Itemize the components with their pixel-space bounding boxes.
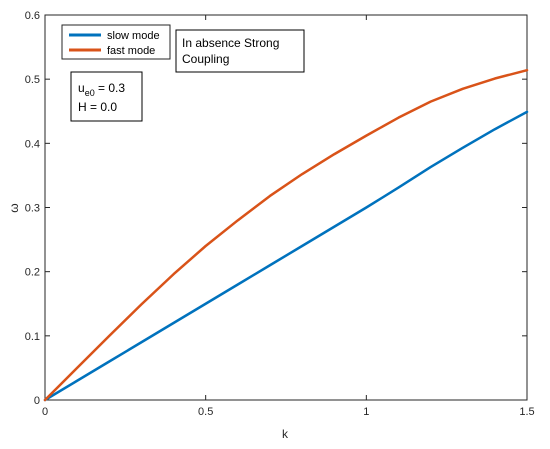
parameter-annotation: ue0 = 0.3 H = 0.0 xyxy=(70,71,143,122)
y-axis-label: ω xyxy=(7,203,21,212)
series-lines xyxy=(43,68,529,402)
legend-label-slow-mode: slow mode xyxy=(107,30,160,42)
title-annotation-line1: In absence Strong xyxy=(182,36,279,50)
x-axis-label: k xyxy=(282,427,289,441)
title-annotation: In absence Strong Coupling xyxy=(175,29,305,73)
y-tick-label: 0.3 xyxy=(25,203,40,215)
title-annotation-line2: Coupling xyxy=(182,52,229,66)
y-tick-label: 0.1 xyxy=(25,331,40,343)
parameter-u-subscript: e0 xyxy=(85,88,95,98)
x-tick-label: 1.5 xyxy=(519,406,534,418)
x-tick-label: 0.5 xyxy=(198,406,213,418)
y-tick-label: 0.6 xyxy=(25,10,40,22)
y-tick-label: 0 xyxy=(34,395,40,407)
y-axis: 0 0.1 0.2 0.3 0.4 0.5 0.6 xyxy=(25,10,527,407)
x-tick-label: 1 xyxy=(363,406,369,418)
series-line-fast-mode xyxy=(43,68,529,402)
legend: slow mode fast mode xyxy=(61,24,171,60)
x-axis: 0 0.5 1 1.5 xyxy=(42,15,535,418)
y-tick-label: 0.2 xyxy=(25,267,40,279)
y-tick-label: 0.5 xyxy=(25,74,40,86)
parameter-u-symbol: u xyxy=(78,81,85,95)
parameter-line2: H = 0.0 xyxy=(78,100,117,114)
parameter-line1: ue0 = 0.3 xyxy=(78,81,125,98)
parameter-u-value: = 0.3 xyxy=(95,81,126,95)
series-line-slow-mode xyxy=(43,110,529,402)
x-tick-label: 0 xyxy=(42,406,48,418)
parameter-annotation-box xyxy=(70,71,143,122)
title-annotation-box xyxy=(175,29,305,73)
legend-box xyxy=(61,24,171,60)
y-tick-label: 0.4 xyxy=(25,138,40,150)
legend-label-fast-mode: fast mode xyxy=(107,45,155,57)
